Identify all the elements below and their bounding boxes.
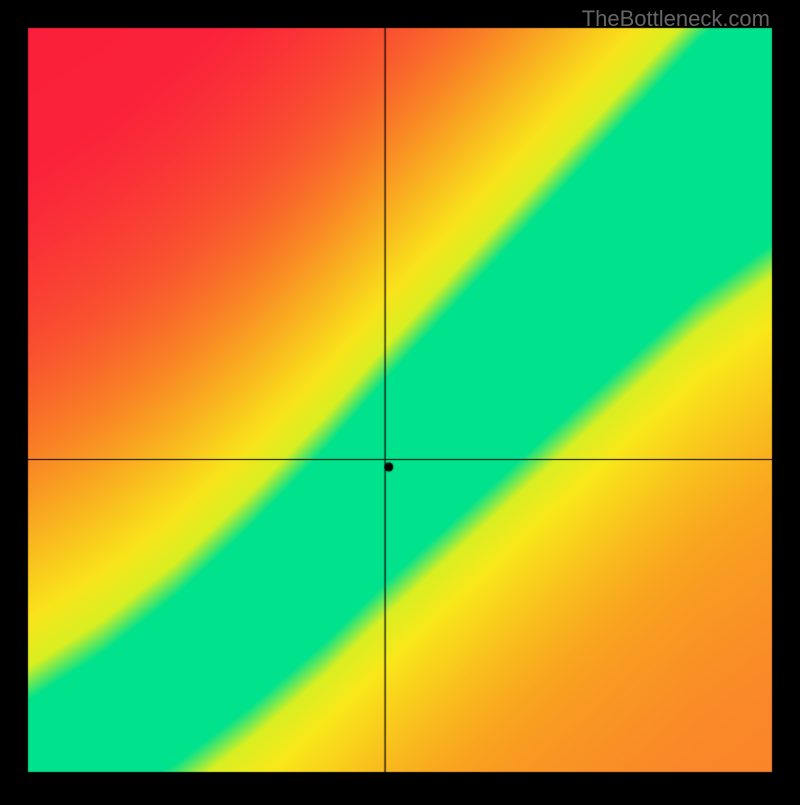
bottleneck-heatmap	[0, 0, 800, 800]
chart-container: TheBottleneck.com	[0, 0, 800, 800]
watermark-text: TheBottleneck.com	[582, 6, 770, 32]
